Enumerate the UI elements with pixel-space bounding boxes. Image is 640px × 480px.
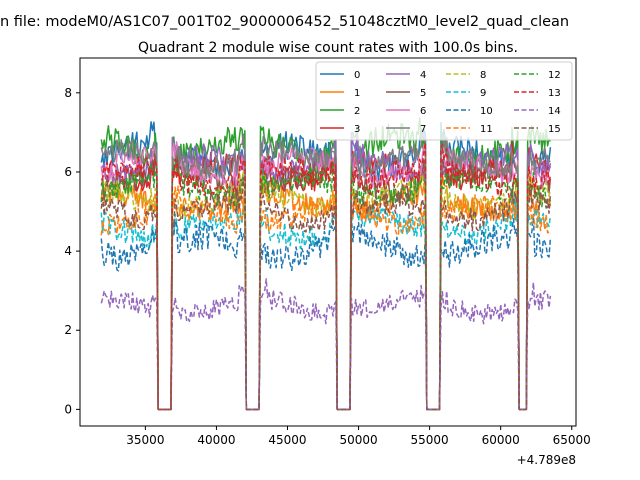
chart-title: Quadrant 2 module wise count rates with …: [138, 40, 518, 56]
legend-label-1: 1: [354, 88, 360, 99]
y-tick-label: 2: [64, 323, 72, 337]
x-offset-label: +4.789e8: [517, 453, 576, 467]
legend-label-0: 0: [354, 70, 360, 81]
series-line-13: [100, 141, 552, 411]
series-line-9: [100, 194, 552, 411]
y-axis: 0 2 4 6 8: [64, 86, 80, 416]
legend-label-8: 8: [480, 70, 486, 81]
x-tick-label: 45000: [268, 433, 306, 447]
legend-label-13: 13: [548, 88, 561, 99]
series-line-11: [100, 185, 552, 411]
x-axis: 35000 40000 45000 50000 55000 60000 65000: [126, 426, 591, 447]
legend-label-4: 4: [420, 70, 426, 81]
y-tick-label: 8: [64, 86, 72, 100]
x-tick-label: 60000: [482, 433, 520, 447]
y-tick-label: 0: [64, 402, 72, 416]
series-line-15: [100, 180, 552, 411]
legend-label-6: 6: [420, 106, 426, 117]
plot-frame: [79, 57, 577, 427]
series-line-5: [100, 152, 552, 411]
series-line-10: [100, 213, 552, 411]
series-line-14: [100, 278, 552, 411]
legend-label-5: 5: [420, 88, 426, 99]
legend-label-10: 10: [480, 106, 493, 117]
y-tick-label: 4: [64, 244, 72, 258]
legend-label-9: 9: [480, 88, 486, 99]
x-tick-label: 65000: [553, 433, 591, 447]
legend-frame: [315, 61, 573, 141]
legend-label-11: 11: [480, 124, 493, 135]
x-tick-label: 35000: [126, 433, 164, 447]
series-line-12: [100, 160, 552, 411]
legend-label-2: 2: [354, 106, 360, 117]
legend-label-12: 12: [548, 70, 561, 81]
legend-label-14: 14: [548, 106, 561, 117]
x-tick-label: 40000: [197, 433, 235, 447]
y-tick-label: 6: [64, 165, 72, 179]
legend-label-7: 7: [420, 124, 426, 135]
x-tick-label: 50000: [339, 433, 377, 447]
x-tick-label: 55000: [411, 433, 449, 447]
legend-label-15: 15: [548, 124, 561, 135]
figure-suptitle: n file: modeM0/AS1C07_001T02_9000006452_…: [0, 14, 569, 30]
series-layer: [100, 117, 552, 411]
legend-label-3: 3: [354, 124, 360, 135]
